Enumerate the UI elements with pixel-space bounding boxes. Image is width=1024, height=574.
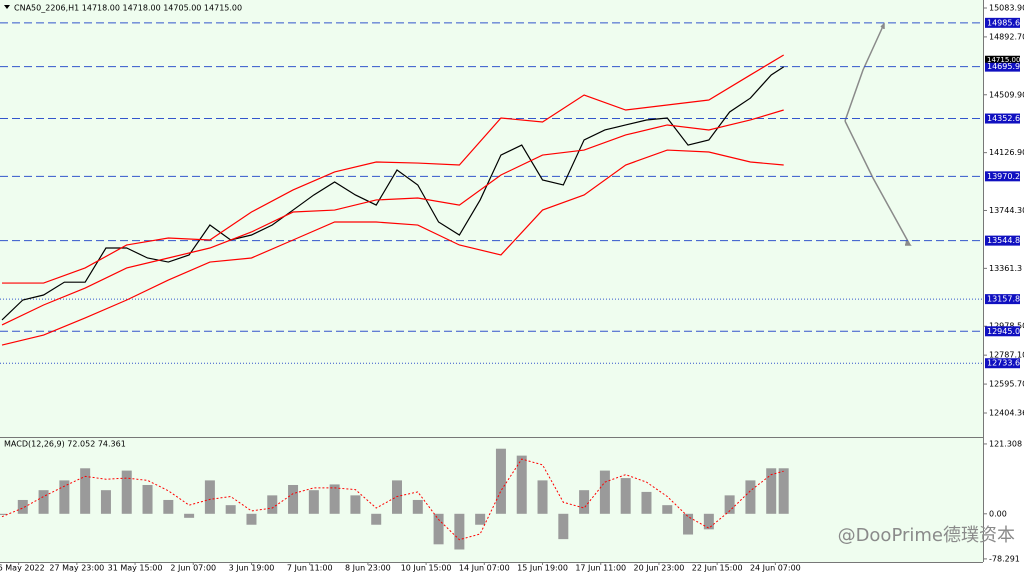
macd-bar	[412, 499, 423, 514]
x-tick-label: 3 Jun 19:00	[229, 564, 275, 573]
macd-bar	[225, 505, 236, 514]
y-tick-label: -78.291	[989, 554, 1020, 563]
macd-bar	[17, 499, 28, 514]
level-label: 14695.99	[987, 62, 1024, 71]
macd-bar	[662, 505, 673, 514]
level-label-box	[985, 113, 1020, 124]
macd-bar	[184, 513, 195, 518]
x-tick-label: 14 Jun 07:00	[459, 564, 510, 573]
x-tick-label: 20 Jun 23:00	[634, 564, 685, 573]
y-tick-label: 14892.70	[989, 32, 1024, 41]
level-label: 12733.68	[987, 359, 1024, 368]
macd-bar	[0, 513, 7, 515]
chart-title: CNA50_2206,H1 14718.00 14718.00 14705.00…	[14, 4, 242, 13]
macd-bar	[288, 484, 299, 514]
level-label-box	[985, 235, 1020, 246]
y-tick-label: 12404.36	[989, 409, 1024, 418]
macd-bar	[599, 470, 610, 514]
last-price-box	[985, 55, 1020, 63]
macd-bar	[308, 490, 319, 514]
last-price-label: 14715.00	[987, 56, 1020, 64]
x-tick-label: 24 Jun 07:00	[750, 564, 801, 573]
macd-bar	[163, 499, 174, 514]
watermark: @DooPrime德璞资本	[838, 525, 1015, 546]
macd-bar	[59, 480, 70, 514]
x-tick-label: 10 Jun 15:00	[401, 564, 452, 573]
x-tick-label: 27 May 23:00	[49, 564, 104, 573]
level-label-box	[985, 358, 1020, 369]
macd-bar	[267, 495, 278, 514]
x-tick-label: 17 Jun 11:00	[575, 564, 626, 573]
macd-bar	[641, 491, 652, 514]
y-tick-label: 15083.90	[989, 3, 1024, 12]
level-label: 13157.84	[987, 295, 1024, 304]
macd-bar	[433, 513, 444, 545]
macd-bar	[745, 480, 756, 514]
x-tick-label: 7 Jun 11:00	[287, 564, 333, 573]
macd-bar	[38, 490, 49, 514]
level-label: 14985.62	[987, 18, 1024, 27]
x-tick-label: 31 May 15:00	[108, 564, 163, 573]
macd-bar	[475, 513, 486, 525]
bollinger-band	[1, 109, 784, 326]
menu-arrow[interactable]	[4, 5, 10, 9]
macd-bar	[204, 480, 215, 514]
macd-bar	[558, 513, 569, 540]
bollinger-band	[2, 54, 784, 284]
macd-bar	[350, 495, 361, 514]
level-label-box	[985, 61, 1020, 72]
level-label-box	[985, 171, 1020, 182]
level-label-box	[985, 17, 1020, 28]
x-tick-label: 2 Jun 07:00	[170, 564, 216, 573]
macd-bar	[495, 448, 506, 514]
macd-bar	[766, 468, 777, 514]
macd-bar	[703, 513, 714, 530]
y-tick-label: 12978.50	[989, 322, 1024, 331]
macd-bar	[392, 480, 402, 514]
macd-bar	[121, 470, 132, 514]
macd-bar	[142, 484, 153, 514]
level-label-box	[985, 326, 1020, 337]
level-label-box	[985, 294, 1020, 305]
macd-bar	[620, 478, 631, 514]
price-panel	[0, 0, 983, 437]
x-tick-label: 26 May 2022	[0, 564, 45, 573]
macd-bar	[246, 513, 257, 525]
macd-bar	[778, 468, 789, 514]
macd-bar	[329, 484, 340, 514]
y-tick-label: 13361.3	[989, 264, 1022, 273]
macd-bar	[724, 495, 735, 514]
macd-bar	[537, 480, 548, 514]
y-tick-label: 13744.30	[989, 206, 1024, 215]
level-label: 13970.21	[987, 172, 1024, 181]
macd-bar	[100, 490, 111, 514]
bollinger-band	[1, 149, 784, 346]
macd-bar	[683, 513, 694, 535]
macd-title: MACD(12,26,9) 72.052 74.361	[4, 440, 126, 449]
y-tick-label: 12787.10	[989, 351, 1024, 360]
macd-bar	[80, 468, 91, 514]
x-tick-label: 22 Jun 15:00	[692, 564, 743, 573]
macd-signal	[1, 458, 784, 541]
level-label: 14352.61	[987, 114, 1024, 123]
y-tick-label: 14126.90	[989, 148, 1024, 157]
macd-bar	[371, 513, 382, 525]
x-tick-label: 15 Jun 19:00	[517, 564, 568, 573]
price-line	[1, 66, 785, 321]
macd-bar	[579, 490, 590, 514]
macd-bar	[454, 513, 465, 550]
y-tick-label: 0.00	[989, 509, 1007, 518]
forecast-arrows	[844, 22, 912, 246]
macd-bar	[516, 455, 527, 514]
y-tick-label: 121.308	[989, 439, 1022, 448]
level-label: 13544.84	[987, 236, 1024, 245]
y-tick-label: 14509.90	[989, 90, 1024, 99]
x-tick-label: 8 Jun 23:00	[345, 564, 391, 573]
level-label: 12945.04	[987, 327, 1024, 336]
y-tick-label: 12595.70	[989, 380, 1024, 389]
